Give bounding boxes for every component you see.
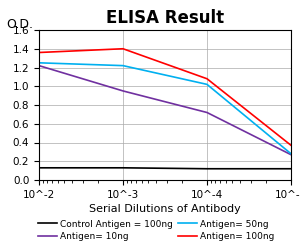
- Control Antigen = 100ng: [205, 167, 209, 170]
- Antigen= 10ng: [37, 64, 41, 67]
- Antigen= 10ng: [121, 90, 125, 92]
- Control Antigen = 100ng: [37, 166, 41, 169]
- Line: Antigen= 100ng: Antigen= 100ng: [39, 49, 291, 145]
- Legend: Control Antigen = 100ng, Antigen= 10ng, Antigen= 50ng, Antigen= 100ng: Control Antigen = 100ng, Antigen= 10ng, …: [36, 218, 276, 243]
- Line: Antigen= 50ng: Antigen= 50ng: [39, 63, 291, 154]
- Text: O.D.: O.D.: [6, 18, 33, 31]
- Control Antigen = 100ng: [289, 167, 293, 170]
- Antigen= 100ng: [121, 47, 125, 50]
- Line: Antigen= 10ng: Antigen= 10ng: [39, 66, 291, 155]
- Antigen= 10ng: [205, 111, 209, 114]
- Antigen= 100ng: [37, 51, 41, 54]
- Title: ELISA Result: ELISA Result: [106, 9, 224, 27]
- Antigen= 10ng: [289, 153, 293, 156]
- Antigen= 50ng: [121, 64, 125, 67]
- X-axis label: Serial Dilutions of Antibody: Serial Dilutions of Antibody: [89, 204, 241, 214]
- Antigen= 50ng: [289, 152, 293, 155]
- Antigen= 50ng: [205, 83, 209, 86]
- Line: Control Antigen = 100ng: Control Antigen = 100ng: [39, 168, 291, 169]
- Antigen= 100ng: [205, 77, 209, 80]
- Antigen= 100ng: [289, 144, 293, 147]
- Control Antigen = 100ng: [121, 166, 125, 169]
- Antigen= 50ng: [37, 61, 41, 64]
